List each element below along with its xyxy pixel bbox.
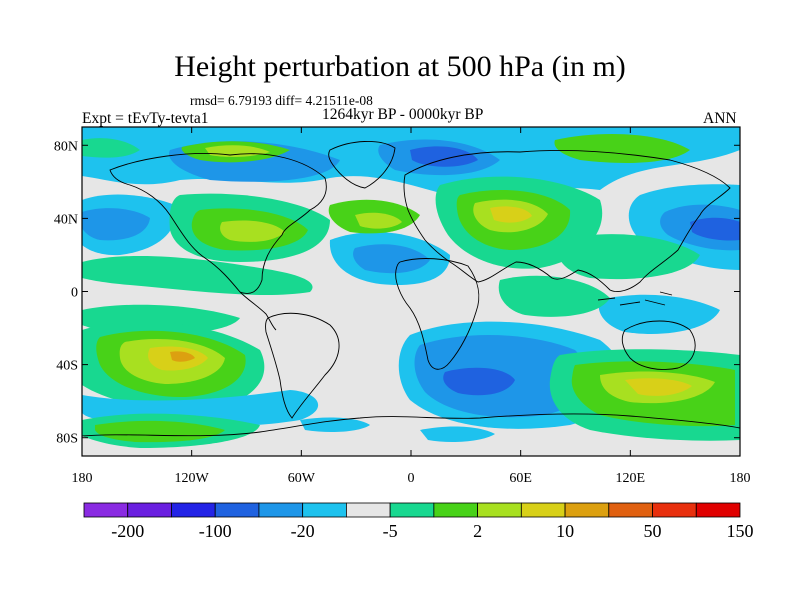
anomaly-mid-atlantic-yellow xyxy=(355,212,402,229)
x-tick-label: 120E xyxy=(616,471,646,486)
coastline-australia xyxy=(621,320,696,370)
anomaly-north-pacific-west-core xyxy=(82,208,150,241)
x-tick-label: 180 xyxy=(72,471,93,486)
colorbar-swatch xyxy=(564,502,610,518)
colorbar-swatch xyxy=(302,502,347,518)
x-tick-label: 60W xyxy=(288,471,316,486)
colorbar-label: -200 xyxy=(111,521,144,541)
colorbar-swatch xyxy=(652,502,697,518)
y-tick-label: 80N xyxy=(54,139,78,154)
colorbar-label: -20 xyxy=(291,521,315,541)
colorbar-label: -100 xyxy=(199,521,232,541)
colorbar-swatch xyxy=(83,502,129,518)
x-tick-label: 180 xyxy=(730,471,751,486)
anomaly-south-pacific-orange xyxy=(170,351,195,362)
colorbar-swatch xyxy=(433,502,479,518)
anomaly-southern-ocean-deep xyxy=(443,367,515,396)
period-label: 1264kyr BP - 0000kyr BP xyxy=(322,106,484,123)
anomaly-siberia-core xyxy=(410,146,478,167)
anomaly-ne-asia-green xyxy=(554,134,690,163)
colorbar-label: 150 xyxy=(727,521,754,541)
anomaly-southern-ocean-west-lime xyxy=(95,420,225,443)
anomaly-australia-south-ochre xyxy=(625,378,692,396)
colorbar-label: 10 xyxy=(556,521,574,541)
anomaly-east-asia-green xyxy=(557,234,700,280)
colorbar-label: 2 xyxy=(473,521,482,541)
coastline-north-america xyxy=(109,153,327,294)
coastline-central-america xyxy=(239,291,277,331)
anomaly-north-america-yellow xyxy=(220,220,285,242)
coastline-antarctica xyxy=(82,413,740,437)
colorbar-swatch xyxy=(695,502,741,518)
colorbar-swatch xyxy=(389,502,435,518)
colorbar-label: 50 xyxy=(644,521,662,541)
anomaly-indian-ocean-green xyxy=(498,275,610,317)
anomaly-antarctic-speckle-west xyxy=(300,417,370,433)
colorbar-swatch xyxy=(127,502,172,518)
coastline-greenland xyxy=(328,140,396,189)
anomaly-east-asia-cyan xyxy=(598,294,720,334)
anomaly-asia-ochre xyxy=(490,206,532,223)
y-tick-label: 40S xyxy=(56,359,78,374)
colorbar-swatch xyxy=(477,502,522,518)
anomaly-north-atlantic-blue xyxy=(353,244,430,274)
chart-title: Height perturbation at 500 hPa (in m) xyxy=(174,50,626,83)
y-axis-ticks: 80N 40N 0 40S 80S xyxy=(54,139,740,447)
anomaly-field xyxy=(82,127,740,456)
coastlines xyxy=(82,140,740,437)
coastline-indonesia xyxy=(597,291,673,306)
y-tick-label: 40N xyxy=(54,212,78,227)
colorbar-swatch xyxy=(171,502,216,518)
stats-text: rmsd= 6.79193 diff= 4.21511e-08 xyxy=(190,93,373,108)
anomaly-arctic-west-green xyxy=(82,138,140,158)
season-label: ANN xyxy=(703,110,737,127)
colorbar: -200 -100 -20 -5 2 10 50 150 xyxy=(83,502,754,541)
colorbar-swatch xyxy=(214,502,260,518)
x-tick-label: 120W xyxy=(175,471,210,486)
colorbar-swatch xyxy=(520,502,566,518)
coastline-eurasia xyxy=(403,150,731,293)
x-tick-label: 60E xyxy=(509,471,532,486)
coastline-africa xyxy=(395,258,480,370)
y-tick-label: 80S xyxy=(56,432,78,447)
anomaly-tropical-pacific-north xyxy=(82,255,313,295)
anomaly-antarctic-speckle-east xyxy=(420,426,495,442)
y-tick-label: 0 xyxy=(71,286,78,301)
colorbar-label: -5 xyxy=(383,521,398,541)
colorbar-swatch xyxy=(608,502,653,518)
anomaly-north-pacific-east-deep xyxy=(690,217,740,241)
coastline-south-america xyxy=(265,312,340,419)
x-tick-label: 0 xyxy=(408,471,415,486)
experiment-label: Expt = tEvTy-tevta1 xyxy=(82,110,209,127)
x-axis-ticks: 180 120W 60W 0 60E 120E 180 xyxy=(72,127,751,486)
colorbar-swatch xyxy=(258,502,304,518)
colorbar-swatch xyxy=(345,502,391,518)
